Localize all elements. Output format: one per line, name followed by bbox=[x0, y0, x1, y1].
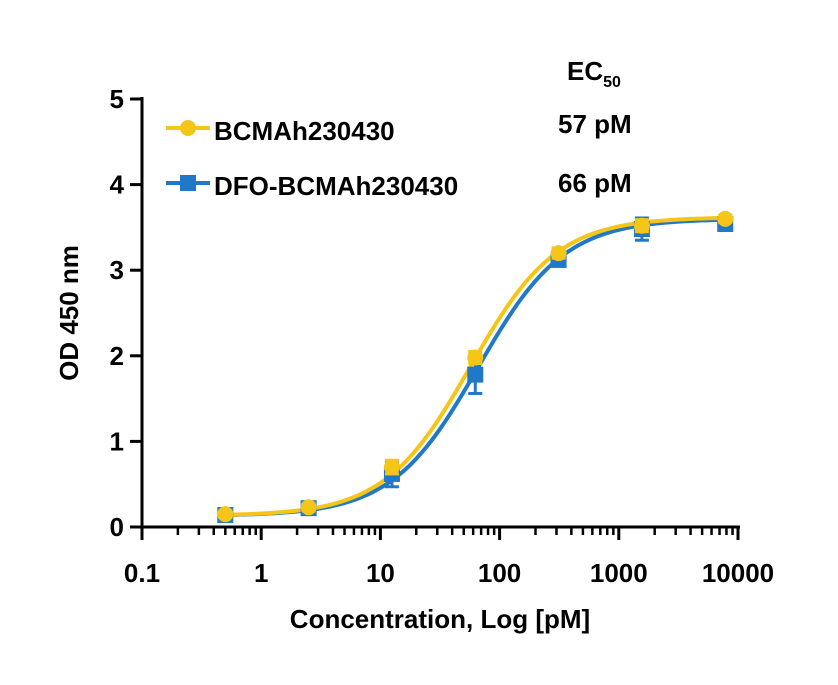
y-tick-label: 1 bbox=[110, 426, 124, 456]
ec50-header: EC50 bbox=[567, 56, 621, 91]
ec50-value-series-1: 57 pM bbox=[558, 109, 632, 139]
ec50-table: EC50 57 pM 66 pM bbox=[558, 56, 632, 198]
y-tick-label: 3 bbox=[110, 255, 124, 285]
data-point-series-2 bbox=[467, 366, 484, 383]
data-point-series-1 bbox=[217, 506, 234, 523]
data-markers bbox=[217, 210, 734, 524]
legend-label-series-2: DFO-BCMAh230430 bbox=[214, 171, 458, 201]
x-tick-label: 10 bbox=[366, 558, 395, 588]
y-tick-label: 5 bbox=[110, 84, 124, 114]
x-axis-title: Concentration, Log [pM] bbox=[290, 604, 590, 634]
x-tick-label: 100 bbox=[478, 558, 521, 588]
data-point-series-1 bbox=[550, 245, 567, 262]
data-point-series-1 bbox=[467, 349, 484, 366]
legend-marker-series-1 bbox=[180, 120, 196, 136]
x-tick-label: 10000 bbox=[702, 558, 774, 588]
data-point-series-1 bbox=[633, 217, 650, 234]
data-point-series-1 bbox=[383, 459, 400, 476]
data-point-series-1 bbox=[300, 499, 317, 516]
legend-item-series-2: DFO-BCMAh230430 bbox=[166, 171, 458, 201]
y-axis-title: OD 450 nm bbox=[54, 245, 84, 381]
data-point-series-1 bbox=[717, 210, 734, 227]
y-tick-label: 0 bbox=[110, 512, 124, 542]
x-tick-label: 1 bbox=[254, 558, 268, 588]
y-tick-label: 2 bbox=[110, 341, 124, 371]
x-tick-label: 0.1 bbox=[124, 558, 160, 588]
x-tick-label: 1000 bbox=[590, 558, 648, 588]
legend: BCMAh230430 DFO-BCMAh230430 bbox=[166, 116, 458, 201]
y-tick-label: 4 bbox=[110, 170, 125, 200]
legend-item-series-1: BCMAh230430 bbox=[166, 116, 395, 146]
ec50-value-series-2: 66 pM bbox=[558, 168, 632, 198]
legend-marker-series-2 bbox=[180, 175, 196, 191]
legend-label-series-1: BCMAh230430 bbox=[214, 116, 395, 146]
axes: 0 1 2 3 4 5 0.1 1 10 100 1000 10000 bbox=[110, 84, 775, 588]
